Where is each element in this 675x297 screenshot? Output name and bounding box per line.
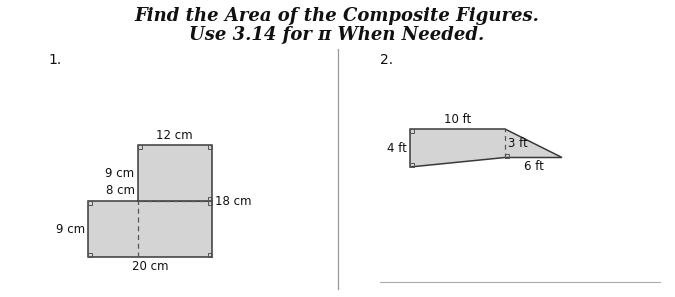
Text: 8 cm: 8 cm: [105, 184, 134, 197]
Text: Find the Area of the Composite Figures.: Find the Area of the Composite Figures.: [134, 7, 539, 25]
Text: 9 cm: 9 cm: [105, 167, 134, 180]
Text: 10 ft: 10 ft: [444, 113, 471, 126]
Polygon shape: [138, 146, 212, 201]
Text: Use 3.14 for π When Needed.: Use 3.14 for π When Needed.: [190, 26, 485, 44]
Text: 3 ft: 3 ft: [508, 137, 528, 150]
Text: 18 cm: 18 cm: [215, 195, 252, 208]
Text: 6 ft: 6 ft: [524, 160, 543, 173]
Text: 12 cm: 12 cm: [157, 129, 193, 142]
Text: 20 cm: 20 cm: [132, 260, 168, 273]
Polygon shape: [410, 129, 562, 167]
Text: 9 cm: 9 cm: [56, 222, 85, 236]
Polygon shape: [88, 201, 212, 257]
Text: 1.: 1.: [48, 53, 61, 67]
Text: 4 ft: 4 ft: [387, 141, 407, 154]
Text: 2.: 2.: [380, 53, 393, 67]
